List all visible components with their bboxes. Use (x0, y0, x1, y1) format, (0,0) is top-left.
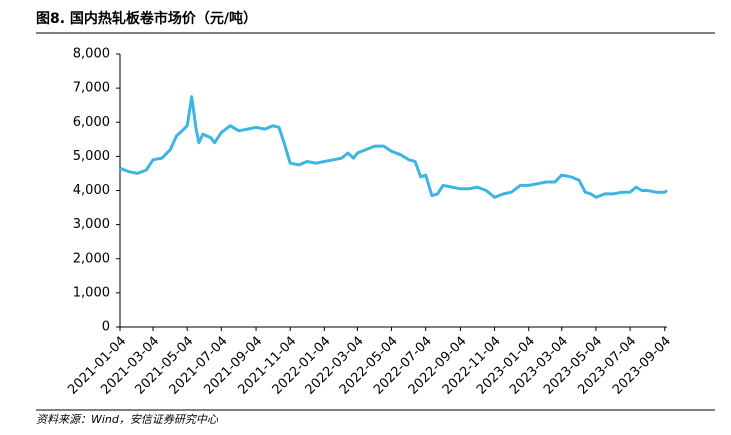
y-tick-label: 2,000 (73, 251, 110, 266)
price-line (119, 95, 668, 199)
y-tick-label: 6,000 (73, 115, 110, 130)
source-note: 资料来源：Wind，安信证券研究中心 (36, 413, 219, 426)
y-tick-label: 0 (102, 320, 110, 335)
y-tick-label: 3,000 (73, 217, 110, 232)
y-tick-label: 7,000 (73, 81, 110, 96)
y-tick-label: 1,000 (73, 285, 110, 300)
y-tick-label: 8,000 (73, 47, 110, 62)
y-tick-label: 5,000 (73, 149, 110, 164)
chart-title: 图8. 国内热轧板卷市场价（元/吨） (36, 10, 257, 27)
y-tick-label: 4,000 (73, 183, 110, 198)
